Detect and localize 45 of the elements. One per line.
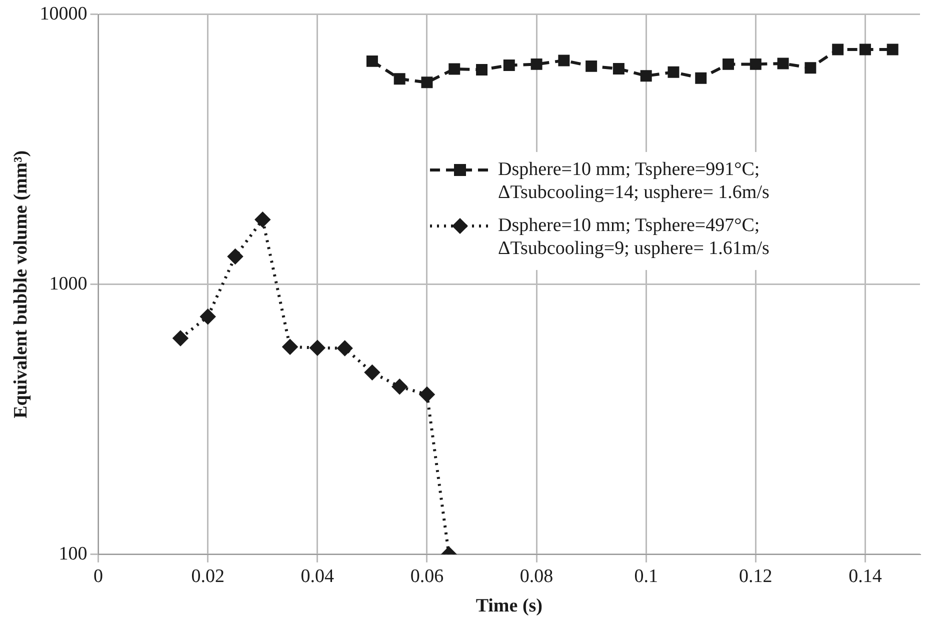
legend-label: Dsphere=10 mm; Tsphere=991°C; ΔTsubcooling=14; usphere= 1.6m/s [498,158,770,204]
point [777,58,789,70]
point [419,387,434,402]
x-tick-label: 0.12 [739,566,772,587]
x-tick-label: 0 [94,566,104,587]
legend-label: Dsphere=10 mm; Tsphere=497°C; ΔTsubcooling=9; usphere= 1.61m/s [498,214,770,260]
x-tick-label: 0.04 [300,566,335,587]
point [255,212,270,228]
x-tick-label: 0.08 [520,566,554,587]
x-tick-label: 0.06 [410,566,444,587]
point [448,63,460,75]
point [503,60,515,72]
point [668,66,680,78]
point [337,340,352,356]
point [804,62,816,74]
y-tick-label: 1000 [49,273,88,294]
point [558,54,570,66]
point [310,340,325,356]
point [228,248,243,264]
x-tick-label: 0.14 [848,566,882,587]
x-tick-label: 0.1 [634,566,658,587]
y-tick-label: 100 [58,543,88,564]
point [394,73,406,85]
point [421,76,433,88]
y-axis-title: Equivalent bubble volume (mm³) [10,150,32,418]
point [859,44,871,56]
point [392,379,408,394]
point [886,44,898,56]
point [695,72,707,84]
x-tick-label: 0.02 [191,566,224,587]
point [476,64,488,76]
point [722,58,734,70]
point [282,339,298,354]
point [530,58,542,70]
y-tick-label: 10000 [40,3,88,24]
point [750,58,762,70]
point [200,309,216,324]
x-axis-title: Time (s) [476,596,542,617]
point [364,364,380,380]
point [172,330,188,346]
point [612,63,624,75]
point [832,44,844,56]
point [366,55,378,67]
point [586,60,598,72]
point [640,70,652,82]
